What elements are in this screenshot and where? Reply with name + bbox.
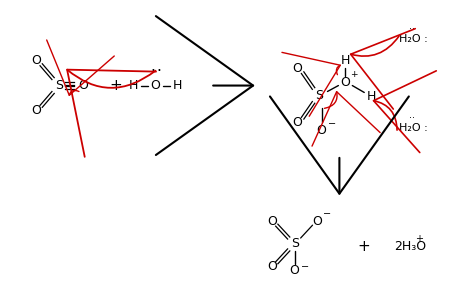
Text: O: O <box>267 260 277 273</box>
Text: H: H <box>129 79 138 92</box>
Text: 2H₃O: 2H₃O <box>394 241 426 254</box>
Text: O: O <box>312 215 322 228</box>
Text: +: + <box>358 239 371 254</box>
Text: O: O <box>78 79 88 92</box>
Text: H: H <box>366 90 376 103</box>
Text: O: O <box>151 79 160 92</box>
Text: S: S <box>55 79 63 92</box>
Text: O: O <box>31 104 41 117</box>
Text: O: O <box>293 116 302 129</box>
Text: ·: · <box>156 64 161 79</box>
Text: H₂O :: H₂O : <box>399 123 428 133</box>
Text: H₂O :: H₂O : <box>399 34 428 44</box>
Text: S: S <box>291 237 299 250</box>
Text: +: + <box>415 234 423 244</box>
Text: O: O <box>31 54 41 67</box>
Text: +: + <box>109 78 122 93</box>
Text: −: − <box>301 262 309 272</box>
Text: −: − <box>328 119 337 129</box>
Text: ··: ·· <box>409 24 415 34</box>
Text: S: S <box>316 89 324 102</box>
Text: H: H <box>341 54 350 67</box>
Text: ··: ·· <box>409 113 415 123</box>
Text: O: O <box>317 124 327 136</box>
Text: O: O <box>290 264 300 277</box>
Text: O: O <box>293 62 302 75</box>
Text: −: − <box>323 209 331 219</box>
Text: H: H <box>173 79 182 92</box>
Text: +: + <box>351 70 358 79</box>
Text: O: O <box>340 76 350 89</box>
Text: O: O <box>267 215 277 228</box>
Text: ·: · <box>150 64 155 79</box>
